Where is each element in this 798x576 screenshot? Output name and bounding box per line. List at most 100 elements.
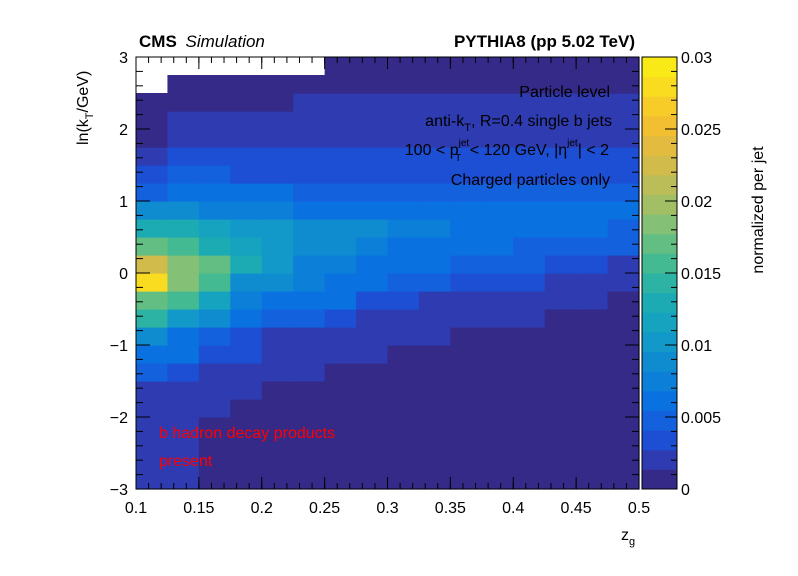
heatmap-cell bbox=[136, 111, 169, 130]
heatmap-cell bbox=[544, 129, 577, 148]
heatmap-cell bbox=[324, 201, 357, 220]
legend-line-3: 100 < pjet T < 120 GeV, |ηjet| < 2 bbox=[405, 138, 609, 164]
heatmap-cell bbox=[136, 381, 169, 400]
heatmap-cell bbox=[450, 255, 483, 274]
heatmap-cell bbox=[576, 435, 609, 454]
heatmap-cell bbox=[513, 471, 546, 490]
heatmap-cell bbox=[356, 75, 389, 94]
heatmap-cell bbox=[356, 147, 389, 166]
heatmap-cell bbox=[418, 219, 451, 238]
heatmap-cell bbox=[513, 255, 546, 274]
heatmap-cell bbox=[450, 57, 483, 76]
heatmap-cell bbox=[261, 255, 294, 274]
heatmap-cell bbox=[387, 237, 420, 256]
heatmap-cell bbox=[261, 219, 294, 238]
heatmap-cell bbox=[481, 237, 514, 256]
heatmap-cell bbox=[387, 183, 420, 202]
heatmap-cell bbox=[576, 111, 609, 130]
heatmap-cell bbox=[481, 255, 514, 274]
header-experiment: CMS Simulation bbox=[139, 32, 265, 51]
color-scale-swatch bbox=[642, 214, 677, 235]
heatmap-cell bbox=[450, 417, 483, 436]
heatmap-cell bbox=[230, 201, 263, 220]
heatmap-cell bbox=[513, 417, 546, 436]
heatmap-cell bbox=[198, 417, 231, 436]
y-tick-label: 1 bbox=[119, 194, 128, 211]
heatmap-cell bbox=[230, 381, 263, 400]
heatmap-cell bbox=[324, 111, 357, 130]
heatmap-cell bbox=[513, 291, 546, 310]
legend-line-4: Charged particles only bbox=[451, 172, 610, 189]
heatmap-cell bbox=[450, 129, 483, 148]
heatmap-cell bbox=[481, 417, 514, 436]
heatmap-cell bbox=[481, 273, 514, 292]
heatmap-cell bbox=[198, 435, 231, 454]
heatmap-cell bbox=[607, 399, 640, 418]
color-scale-swatch bbox=[642, 194, 677, 215]
heatmap-cell bbox=[324, 147, 357, 166]
color-scale-tick-label: 0.01 bbox=[681, 338, 712, 355]
heatmap-cell bbox=[544, 237, 577, 256]
heatmap-cell bbox=[387, 327, 420, 346]
heatmap-cell bbox=[387, 399, 420, 418]
heatmap-cell bbox=[230, 111, 263, 130]
heatmap-cell bbox=[293, 453, 326, 472]
heatmap-cell bbox=[418, 309, 451, 328]
heatmap-cell bbox=[513, 111, 546, 130]
heatmap-cell bbox=[136, 417, 169, 436]
color-scale-tick-label: 0.03 bbox=[681, 50, 712, 67]
heatmap-cell bbox=[167, 381, 200, 400]
heatmap-cell bbox=[136, 291, 169, 310]
heatmap-cell bbox=[230, 291, 263, 310]
heatmap-cell bbox=[324, 399, 357, 418]
heatmap-cell bbox=[324, 273, 357, 292]
heatmap-cell bbox=[356, 93, 389, 112]
heatmap-cell bbox=[356, 453, 389, 472]
heatmap-cell bbox=[167, 147, 200, 166]
heatmap-cell bbox=[481, 219, 514, 238]
heatmap-cell bbox=[136, 309, 169, 328]
heatmap-cell bbox=[450, 453, 483, 472]
heatmap-cell bbox=[230, 309, 263, 328]
heatmap-cell bbox=[418, 327, 451, 346]
heatmap-cell bbox=[418, 255, 451, 274]
heatmap-cell bbox=[324, 219, 357, 238]
heatmap-cell bbox=[324, 93, 357, 112]
heatmap-cell bbox=[387, 57, 420, 76]
heatmap-cell bbox=[607, 309, 640, 328]
heatmap-cell bbox=[481, 201, 514, 220]
heatmap-cell bbox=[198, 219, 231, 238]
heatmap-cell bbox=[513, 165, 546, 184]
heatmap-cell bbox=[481, 165, 514, 184]
heatmap-cell bbox=[136, 345, 169, 364]
heatmap-cell bbox=[418, 273, 451, 292]
heatmap-cell bbox=[293, 363, 326, 382]
color-scale-swatch bbox=[642, 174, 677, 195]
heatmap-cell bbox=[198, 363, 231, 382]
x-tick-label: 0.4 bbox=[502, 500, 524, 517]
color-scale-swatch bbox=[642, 155, 677, 176]
heatmap-cell bbox=[544, 57, 577, 76]
heatmap-cell bbox=[293, 345, 326, 364]
heatmap-cell bbox=[356, 417, 389, 436]
heatmap-cell bbox=[481, 147, 514, 166]
heatmap-cell bbox=[293, 327, 326, 346]
y-tick-label: 2 bbox=[119, 122, 128, 139]
header-experiment-bold: CMS bbox=[139, 32, 177, 51]
color-scale-axis: 0 0.005 0.01 0.015 0.02 0.025 0.03 bbox=[665, 50, 721, 499]
x-axis-title: zg bbox=[621, 527, 635, 548]
heatmap-cell bbox=[324, 237, 357, 256]
color-scale-swatch bbox=[642, 312, 677, 333]
color-scale-swatch bbox=[642, 253, 677, 274]
heatmap-cell bbox=[418, 399, 451, 418]
x-tick-label: 0.2 bbox=[251, 500, 273, 517]
heatmap-cell bbox=[167, 471, 200, 490]
heatmap-cell bbox=[576, 309, 609, 328]
heatmap-cell bbox=[167, 183, 200, 202]
color-scale-swatch bbox=[642, 351, 677, 372]
heatmap-cell bbox=[261, 417, 294, 436]
x-tick-label: 0.3 bbox=[376, 500, 398, 517]
heatmap-cell bbox=[198, 453, 231, 472]
heatmap-cell bbox=[136, 453, 169, 472]
heatmap-cell bbox=[544, 327, 577, 346]
